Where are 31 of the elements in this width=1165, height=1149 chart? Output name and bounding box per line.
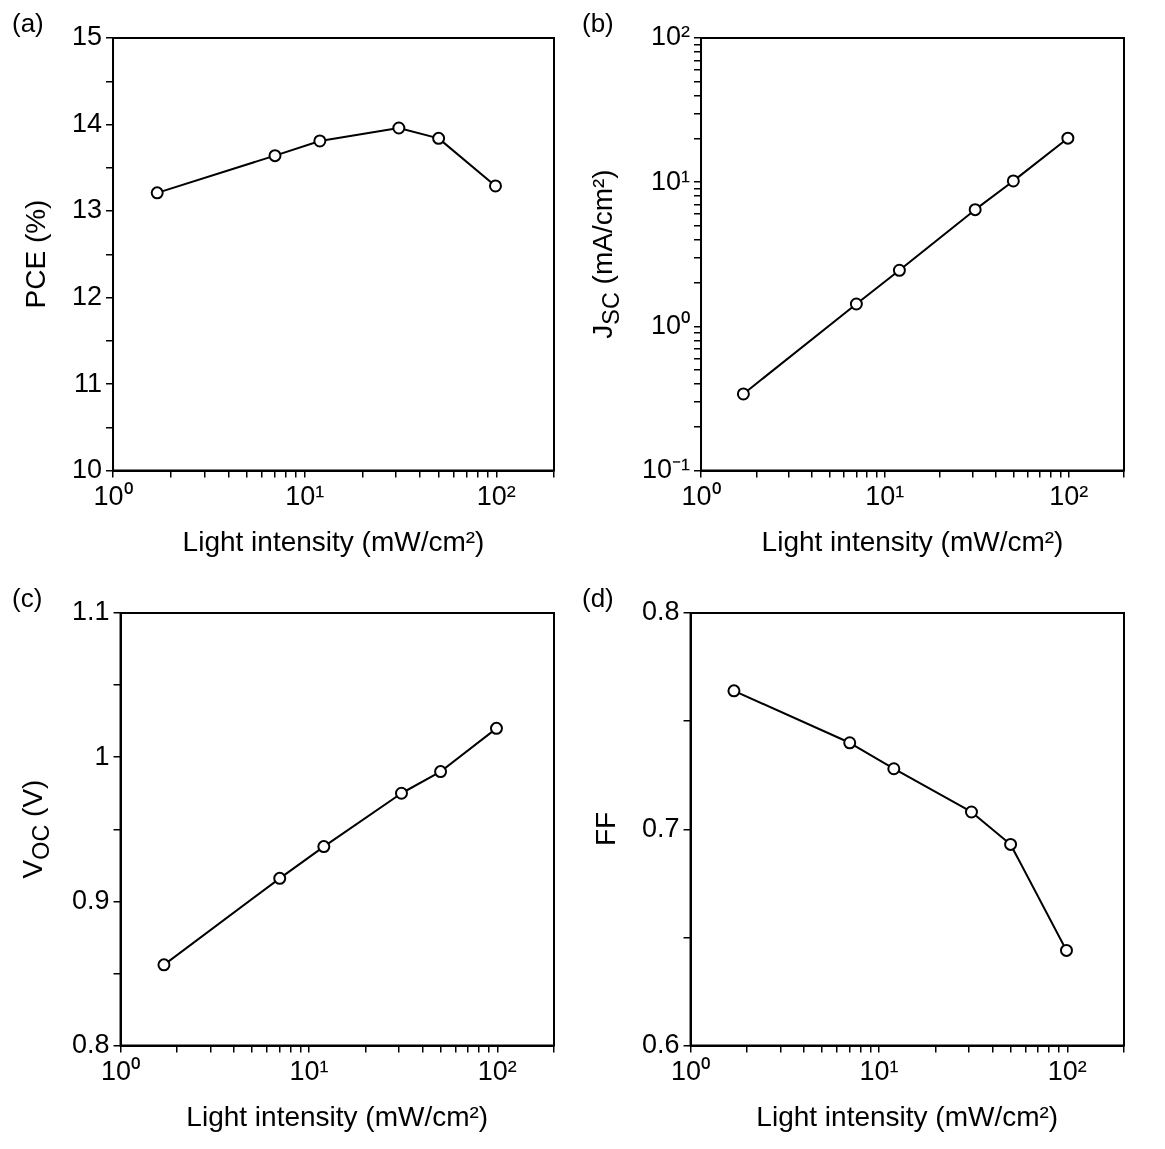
x-tick-label: 10¹	[859, 1056, 899, 1087]
y-tick-label: 0.8	[641, 596, 680, 627]
x-tick-label: 10²	[477, 1056, 517, 1087]
y-tick-label: 12	[71, 281, 103, 312]
x-axis-title: Light intensity (mW/cm²)	[182, 525, 485, 558]
y-tick-label: 10⁰	[650, 309, 691, 340]
x-tick-label: 10¹	[289, 1056, 329, 1087]
x-axis-title: Light intensity (mW/cm²)	[186, 1100, 489, 1133]
x-tick-label: 10²	[1049, 481, 1089, 512]
y-axis-title: FF	[590, 812, 622, 847]
y-axis-title: PCE (%)	[20, 199, 52, 309]
y-tick-label: 14	[71, 107, 103, 138]
chart-title: (b)	[582, 8, 614, 39]
y-tick-label: 0.9	[71, 884, 110, 915]
x-axis-title: Light intensity (mW/cm²)	[761, 525, 1064, 558]
y-tick-label: 0.7	[641, 812, 680, 843]
chart-title: (d)	[582, 583, 614, 614]
y-tick-label: 10¹	[650, 165, 691, 196]
chart-title: (c)	[12, 583, 43, 614]
y-tick-label: 10²	[650, 21, 691, 52]
x-axis-title: Light intensity (mW/cm²)	[756, 1100, 1059, 1133]
y-tick-label: 1	[94, 740, 110, 771]
y-tick-label: 11	[74, 367, 103, 398]
y-tick-label: 15	[71, 21, 103, 52]
chart-title: (a)	[12, 8, 44, 39]
x-tick-label: 10²	[1047, 1056, 1087, 1087]
x-tick-label: 10¹	[285, 481, 325, 512]
y-tick-label: 1.1	[71, 596, 110, 627]
x-tick-label: 10¹	[865, 481, 905, 512]
y-tick-label: 13	[71, 194, 103, 225]
x-tick-label: 10²	[476, 481, 516, 512]
